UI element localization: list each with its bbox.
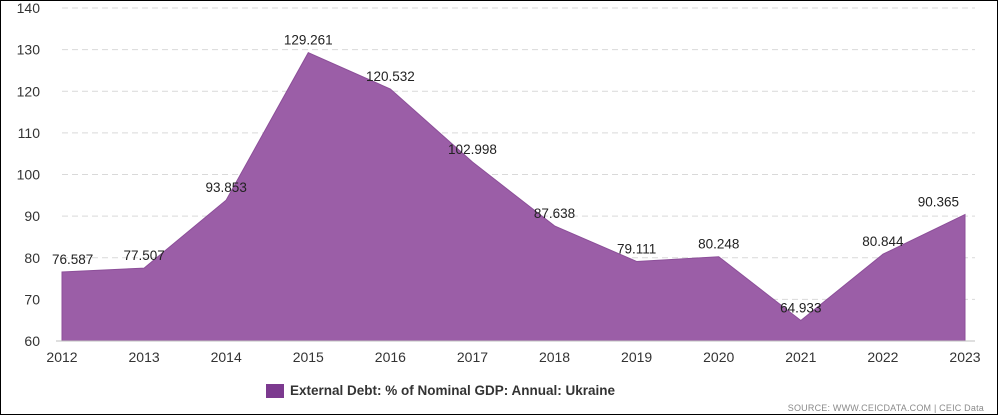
legend-swatch <box>266 383 284 398</box>
source-note: SOURCE: WWW.CEICDATA.COM | CEIC Data <box>787 403 984 413</box>
x-tick-label: 2018 <box>539 349 570 365</box>
y-tick-label: 70 <box>24 291 40 307</box>
x-tick-label: 2022 <box>867 349 898 365</box>
y-tick-label: 130 <box>17 42 41 58</box>
data-labels: 76.587 77.507 93.853 129.261 120.532 102.998 8… <box>52 33 959 316</box>
x-tick-label: 2016 <box>375 349 406 365</box>
x-tick-label: 2020 <box>703 349 734 365</box>
y-tick-label: 90 <box>24 208 40 224</box>
x-axis-ticks: 2012 2013 2014 2015 2016 2017 2018 2019 2020 2021… <box>46 340 981 365</box>
data-label: 79.111 <box>617 241 656 256</box>
x-tick-label: 2014 <box>211 349 242 365</box>
y-tick-label: 100 <box>17 167 41 183</box>
x-tick-label: 2015 <box>293 349 324 365</box>
data-label: 129.261 <box>284 33 333 48</box>
x-tick-label: 2023 <box>949 349 980 365</box>
area-path[interactable] <box>61 52 966 342</box>
legend[interactable]: External Debt: % of Nominal GDP: Annual:… <box>266 383 615 398</box>
data-label: 90.365 <box>918 195 959 210</box>
data-label: 77.507 <box>123 248 164 263</box>
data-label: 93.853 <box>206 180 247 195</box>
data-label: 80.844 <box>862 234 904 249</box>
data-label: 87.638 <box>534 206 575 221</box>
y-tick-label: 140 <box>17 0 41 16</box>
x-tick-label: 2017 <box>457 349 488 365</box>
data-label: 80.248 <box>698 237 739 252</box>
area-series <box>61 52 966 342</box>
data-label: 64.933 <box>780 300 821 315</box>
x-tick-label: 2021 <box>785 349 816 365</box>
data-label: 120.532 <box>366 69 415 84</box>
x-tick-label: 2012 <box>46 349 77 365</box>
x-tick-label: 2019 <box>621 349 652 365</box>
y-tick-label: 60 <box>24 333 40 349</box>
data-label: 102.998 <box>448 142 497 157</box>
y-axis-ticks: 60 70 80 90 100 110 120 130 140 <box>17 0 41 349</box>
legend-label: External Debt: % of Nominal GDP: Annual:… <box>290 383 616 398</box>
y-tick-label: 110 <box>18 125 41 141</box>
data-label: 76.587 <box>52 252 93 267</box>
y-tick-label: 80 <box>24 250 40 266</box>
x-tick-label: 2013 <box>129 349 160 365</box>
y-tick-label: 120 <box>17 83 41 99</box>
